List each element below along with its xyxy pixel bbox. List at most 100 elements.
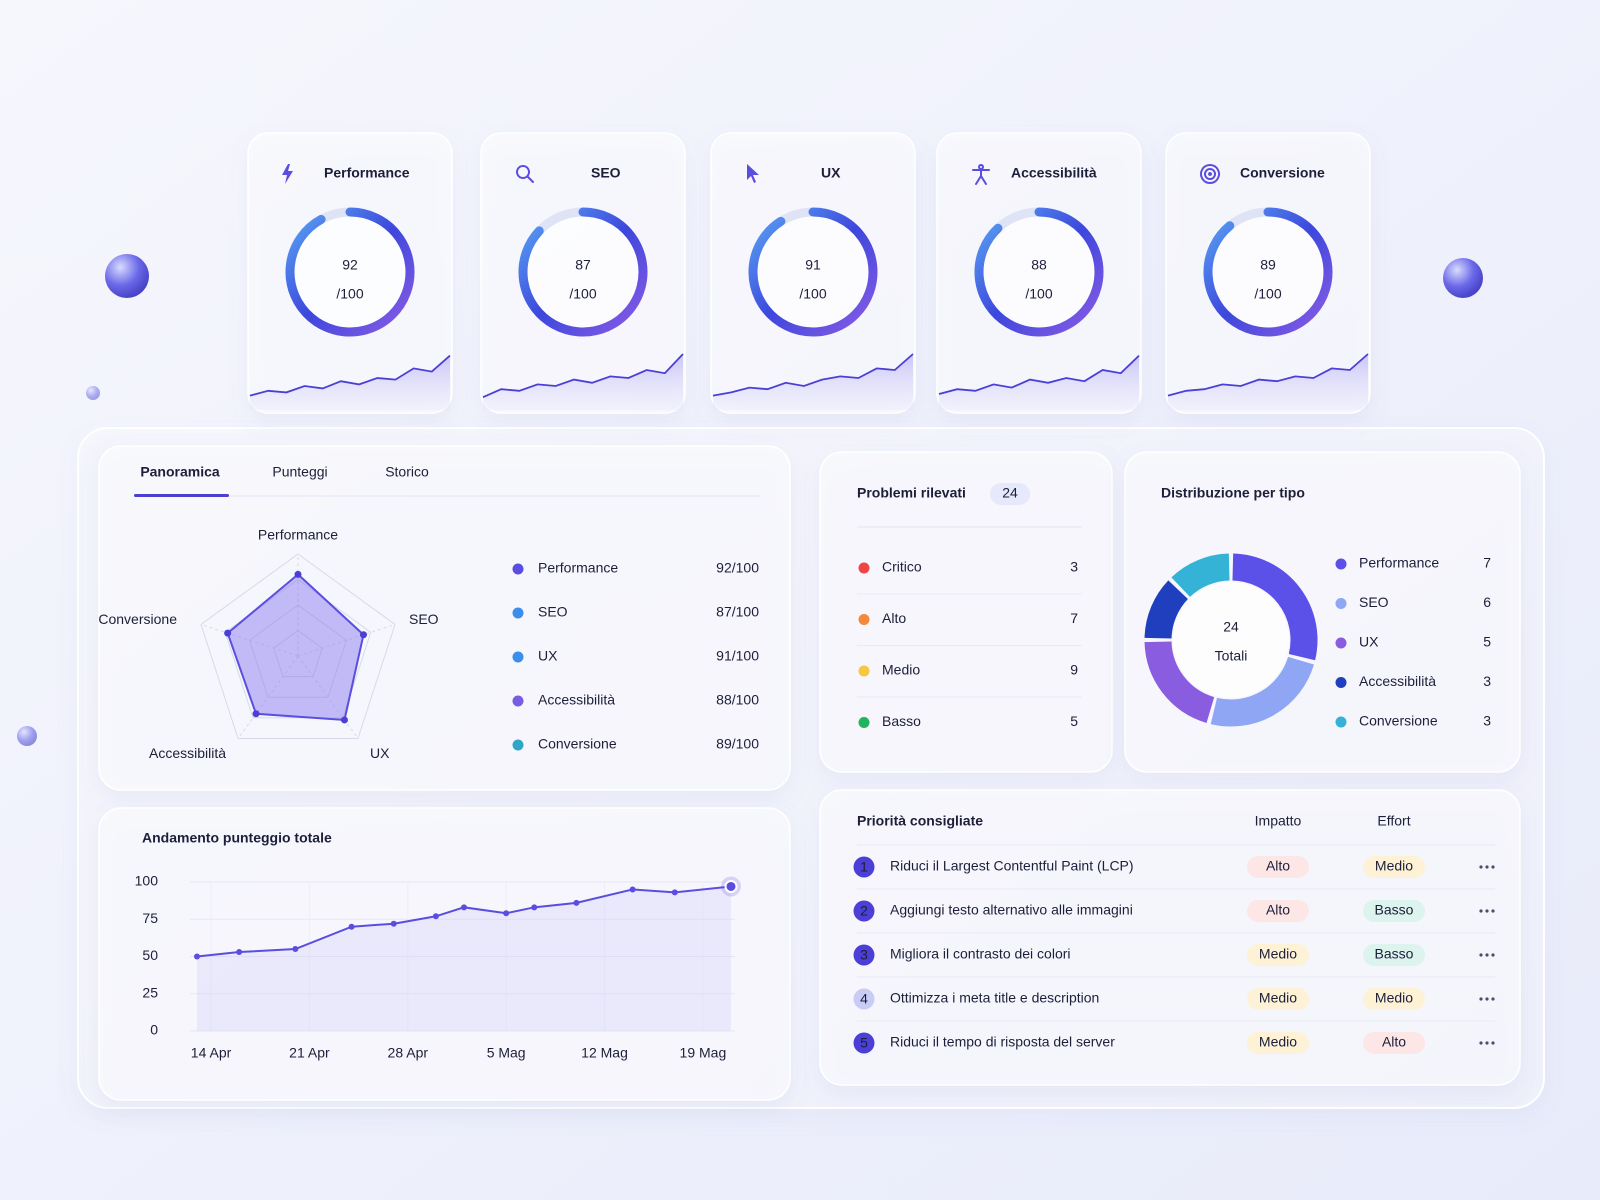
level-badge [1247, 1032, 1309, 1054]
severity-label: Basso [882, 713, 921, 729]
sparkline [938, 354, 1140, 395]
decor-orb [86, 386, 100, 400]
tab[interactable]: Panoramica [140, 464, 220, 480]
level-badge [1247, 988, 1309, 1010]
rank-number: 3 [860, 947, 868, 963]
card-title: Accessibilità [1011, 165, 1097, 181]
more-dot[interactable] [1491, 865, 1495, 869]
card-icon [972, 164, 990, 185]
priority-text: Aggiungi testo alternativo alle immagini [890, 902, 1133, 918]
rank-circle [853, 1032, 875, 1054]
severity-dot [858, 562, 870, 574]
gauge-max: /100 [799, 286, 826, 302]
x-tick-label: 28 Apr [388, 1045, 429, 1061]
level-badge [1363, 988, 1425, 1010]
legend-label: Accessibilità [1359, 673, 1436, 689]
level-badge-text: Alto [1266, 858, 1290, 874]
priority-text: Riduci il Largest Contentful Paint (LCP) [890, 858, 1134, 874]
column-header: Effort [1377, 813, 1410, 829]
problems-card [819, 451, 1113, 773]
severity-dot [858, 717, 870, 728]
y-tick-label: 50 [142, 947, 158, 963]
legend-dot [512, 695, 524, 707]
more-dot[interactable] [1485, 953, 1489, 957]
line-area [197, 886, 731, 1031]
radar-point [340, 716, 348, 724]
donut-segment [1144, 640, 1215, 723]
more-dot[interactable] [1479, 865, 1483, 869]
radar-point [224, 629, 232, 637]
more-dot[interactable] [1491, 997, 1495, 1001]
gauge-arc [518, 207, 648, 337]
rank-number: 5 [860, 1035, 868, 1051]
sparkline [1167, 353, 1369, 397]
level-badge-text: Medio [1259, 1034, 1297, 1050]
more-dot[interactable] [1491, 953, 1495, 957]
legend-label: Conversione [1359, 713, 1438, 729]
more-dot[interactable] [1485, 1041, 1489, 1045]
more-dot[interactable] [1485, 997, 1489, 1001]
radar-point [252, 710, 260, 718]
card-title: Priorità consigliate [857, 813, 983, 829]
gauge-score: 87 [575, 257, 591, 273]
count-badge [990, 483, 1030, 505]
radar-label: Performance [258, 527, 338, 543]
priority-text: Ottimizza i meta title e description [890, 990, 1099, 1006]
level-badge-text: Medio [1375, 990, 1413, 1006]
tab[interactable]: Punteggi [272, 464, 327, 480]
more-dot[interactable] [1479, 997, 1483, 1001]
legend-label: Performance [1359, 555, 1439, 571]
more-dot[interactable] [1479, 909, 1483, 913]
decor-orb [1443, 258, 1483, 298]
sparkline [712, 353, 914, 397]
x-tick-label: 14 Apr [191, 1045, 232, 1061]
donut-segment [1231, 553, 1318, 661]
legend-dot [1335, 598, 1347, 609]
sparkline-area [939, 355, 1139, 410]
column-header: Impatto [1255, 813, 1302, 829]
more-dot[interactable] [1485, 909, 1489, 913]
level-badge-text: Medio [1375, 858, 1413, 874]
donut-segment [1171, 553, 1231, 598]
count-badge-text: 24 [1002, 485, 1018, 501]
legend-dot [512, 563, 524, 575]
level-badge [1247, 856, 1309, 878]
legend-label: SEO [1359, 594, 1389, 610]
level-badge [1247, 944, 1309, 966]
legend-label: Accessibilità [538, 692, 615, 708]
decor-orb [17, 726, 37, 746]
legend-dot [512, 607, 524, 619]
card-title: Conversione [1240, 165, 1325, 181]
y-tick-label: 75 [142, 910, 158, 926]
radar-grid [200, 553, 396, 740]
radar-label: SEO [409, 611, 439, 627]
line-point [503, 910, 510, 917]
more-dot[interactable] [1491, 1041, 1495, 1045]
card-title: UX [821, 165, 841, 181]
card-icon [1200, 164, 1220, 184]
x-tick-label: 21 Apr [289, 1045, 330, 1061]
legend-label: UX [538, 648, 558, 664]
more-dot[interactable] [1491, 909, 1495, 913]
more-dot[interactable] [1479, 953, 1483, 957]
legend-value: 88/100 [716, 692, 759, 708]
severity-count: 5 [1070, 713, 1078, 729]
legend-dot [1335, 716, 1347, 728]
legend-value: 3 [1483, 673, 1491, 689]
more-dot[interactable] [1485, 865, 1489, 869]
radar-point [294, 570, 302, 578]
tab[interactable]: Storico [385, 464, 429, 480]
severity-count: 3 [1070, 559, 1078, 575]
gauge-max: /100 [1254, 286, 1281, 302]
more-dot[interactable] [1479, 1041, 1483, 1045]
severity-label: Medio [882, 662, 920, 678]
chart-title: Andamento punteggio totale [142, 830, 332, 846]
radar-point [359, 631, 367, 639]
line-point [629, 886, 636, 893]
priorities-card [819, 789, 1521, 1086]
sparkline-area [250, 355, 450, 410]
severity-dot [858, 665, 870, 677]
donut-center [1173, 582, 1289, 698]
radar-grid [224, 578, 372, 719]
